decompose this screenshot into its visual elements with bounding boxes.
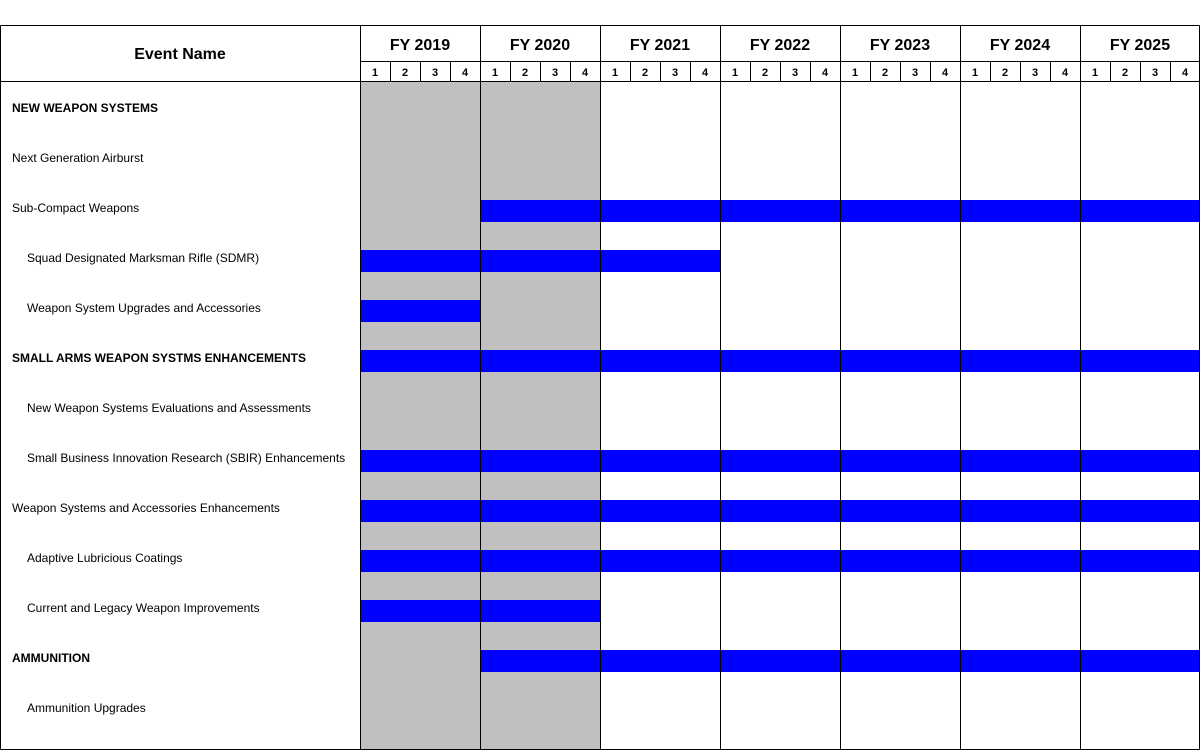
event-label: Sub-Compact Weapons xyxy=(12,201,139,215)
quarter-label: 1 xyxy=(492,67,498,79)
quarter-label: 3 xyxy=(1032,67,1038,79)
quarter-label: 3 xyxy=(792,67,798,79)
quarter-label: 4 xyxy=(1062,67,1069,79)
event-label: New Weapon Systems Evaluations and Asses… xyxy=(27,401,311,415)
event-label: Ammunition Upgrades xyxy=(27,701,146,715)
bar xyxy=(360,250,720,272)
event-label: Weapon Systems and Accessories Enhanceme… xyxy=(12,501,280,515)
quarter-label: 1 xyxy=(972,67,978,79)
quarter-label: 3 xyxy=(912,67,918,79)
fiscal-year-label: FY 2020 xyxy=(510,37,570,54)
event-label: Small Business Innovation Research (SBIR… xyxy=(27,451,345,465)
event-label: Current and Legacy Weapon Improvements xyxy=(27,601,260,615)
event-label: NEW WEAPON SYSTEMS xyxy=(12,101,158,115)
shaded-year-2 xyxy=(480,81,600,749)
timeline-header: FY 2019 1 2 3 4 FY 2020 1 2 3 4 FY 2021 1 2 3 4 FY 2022… xyxy=(372,37,1189,79)
event-label: Next Generation Airburst xyxy=(12,151,144,165)
event-label: SMALL ARMS WEAPON SYSTMS ENHANCEMENTS xyxy=(12,351,306,365)
shaded-years-layer xyxy=(360,81,600,749)
event-label: Weapon System Upgrades and Accessories xyxy=(27,301,261,315)
quarter-label: 4 xyxy=(582,67,589,79)
quarter-label: 4 xyxy=(462,67,469,79)
quarter-label: 2 xyxy=(522,67,528,79)
quarter-label: 2 xyxy=(1122,67,1128,79)
fiscal-year-label: FY 2024 xyxy=(990,37,1050,54)
quarter-label: 1 xyxy=(1092,67,1098,79)
fiscal-year-label: FY 2023 xyxy=(870,37,930,54)
quarter-label: 2 xyxy=(762,67,768,79)
quarter-label: 3 xyxy=(1152,67,1158,79)
fiscal-year-label: FY 2021 xyxy=(630,37,690,54)
event-labels: NEW WEAPON SYSTEMS Next Generation Airbur… xyxy=(12,101,345,715)
bar xyxy=(360,550,1200,572)
event-label: Squad Designated Marksman Rifle (SDMR) xyxy=(27,251,259,265)
bars-layer xyxy=(360,200,1200,672)
quarter-label: 2 xyxy=(1002,67,1008,79)
quarter-label: 1 xyxy=(612,67,618,79)
quarter-label: 1 xyxy=(372,67,378,79)
quarter-label: 4 xyxy=(702,67,709,79)
bar xyxy=(360,350,1200,372)
fiscal-year-label: FY 2025 xyxy=(1110,37,1170,54)
quarter-label: 3 xyxy=(432,67,438,79)
quarter-label: 2 xyxy=(882,67,888,79)
quarter-label: 4 xyxy=(822,67,829,79)
quarter-label: 1 xyxy=(852,67,858,79)
quarter-label: 2 xyxy=(402,67,408,79)
quarter-label: 4 xyxy=(942,67,949,79)
shaded-year-1 xyxy=(360,81,480,749)
grid-layer xyxy=(0,25,1200,750)
event-label: AMMUNITION xyxy=(12,651,90,665)
quarter-label: 2 xyxy=(642,67,648,79)
quarter-label: 3 xyxy=(552,67,558,79)
bar xyxy=(360,500,1200,522)
fiscal-year-label: FY 2022 xyxy=(750,37,810,54)
bar xyxy=(360,300,480,322)
quarter-label: 3 xyxy=(672,67,678,79)
quarter-label: 4 xyxy=(1182,67,1189,79)
event-label: Adaptive Lubricious Coatings xyxy=(27,551,182,565)
event-name-column-header: Event Name xyxy=(134,46,226,63)
fiscal-year-label: FY 2019 xyxy=(390,37,450,54)
quarter-label: 1 xyxy=(732,67,738,79)
bar xyxy=(360,450,1200,472)
